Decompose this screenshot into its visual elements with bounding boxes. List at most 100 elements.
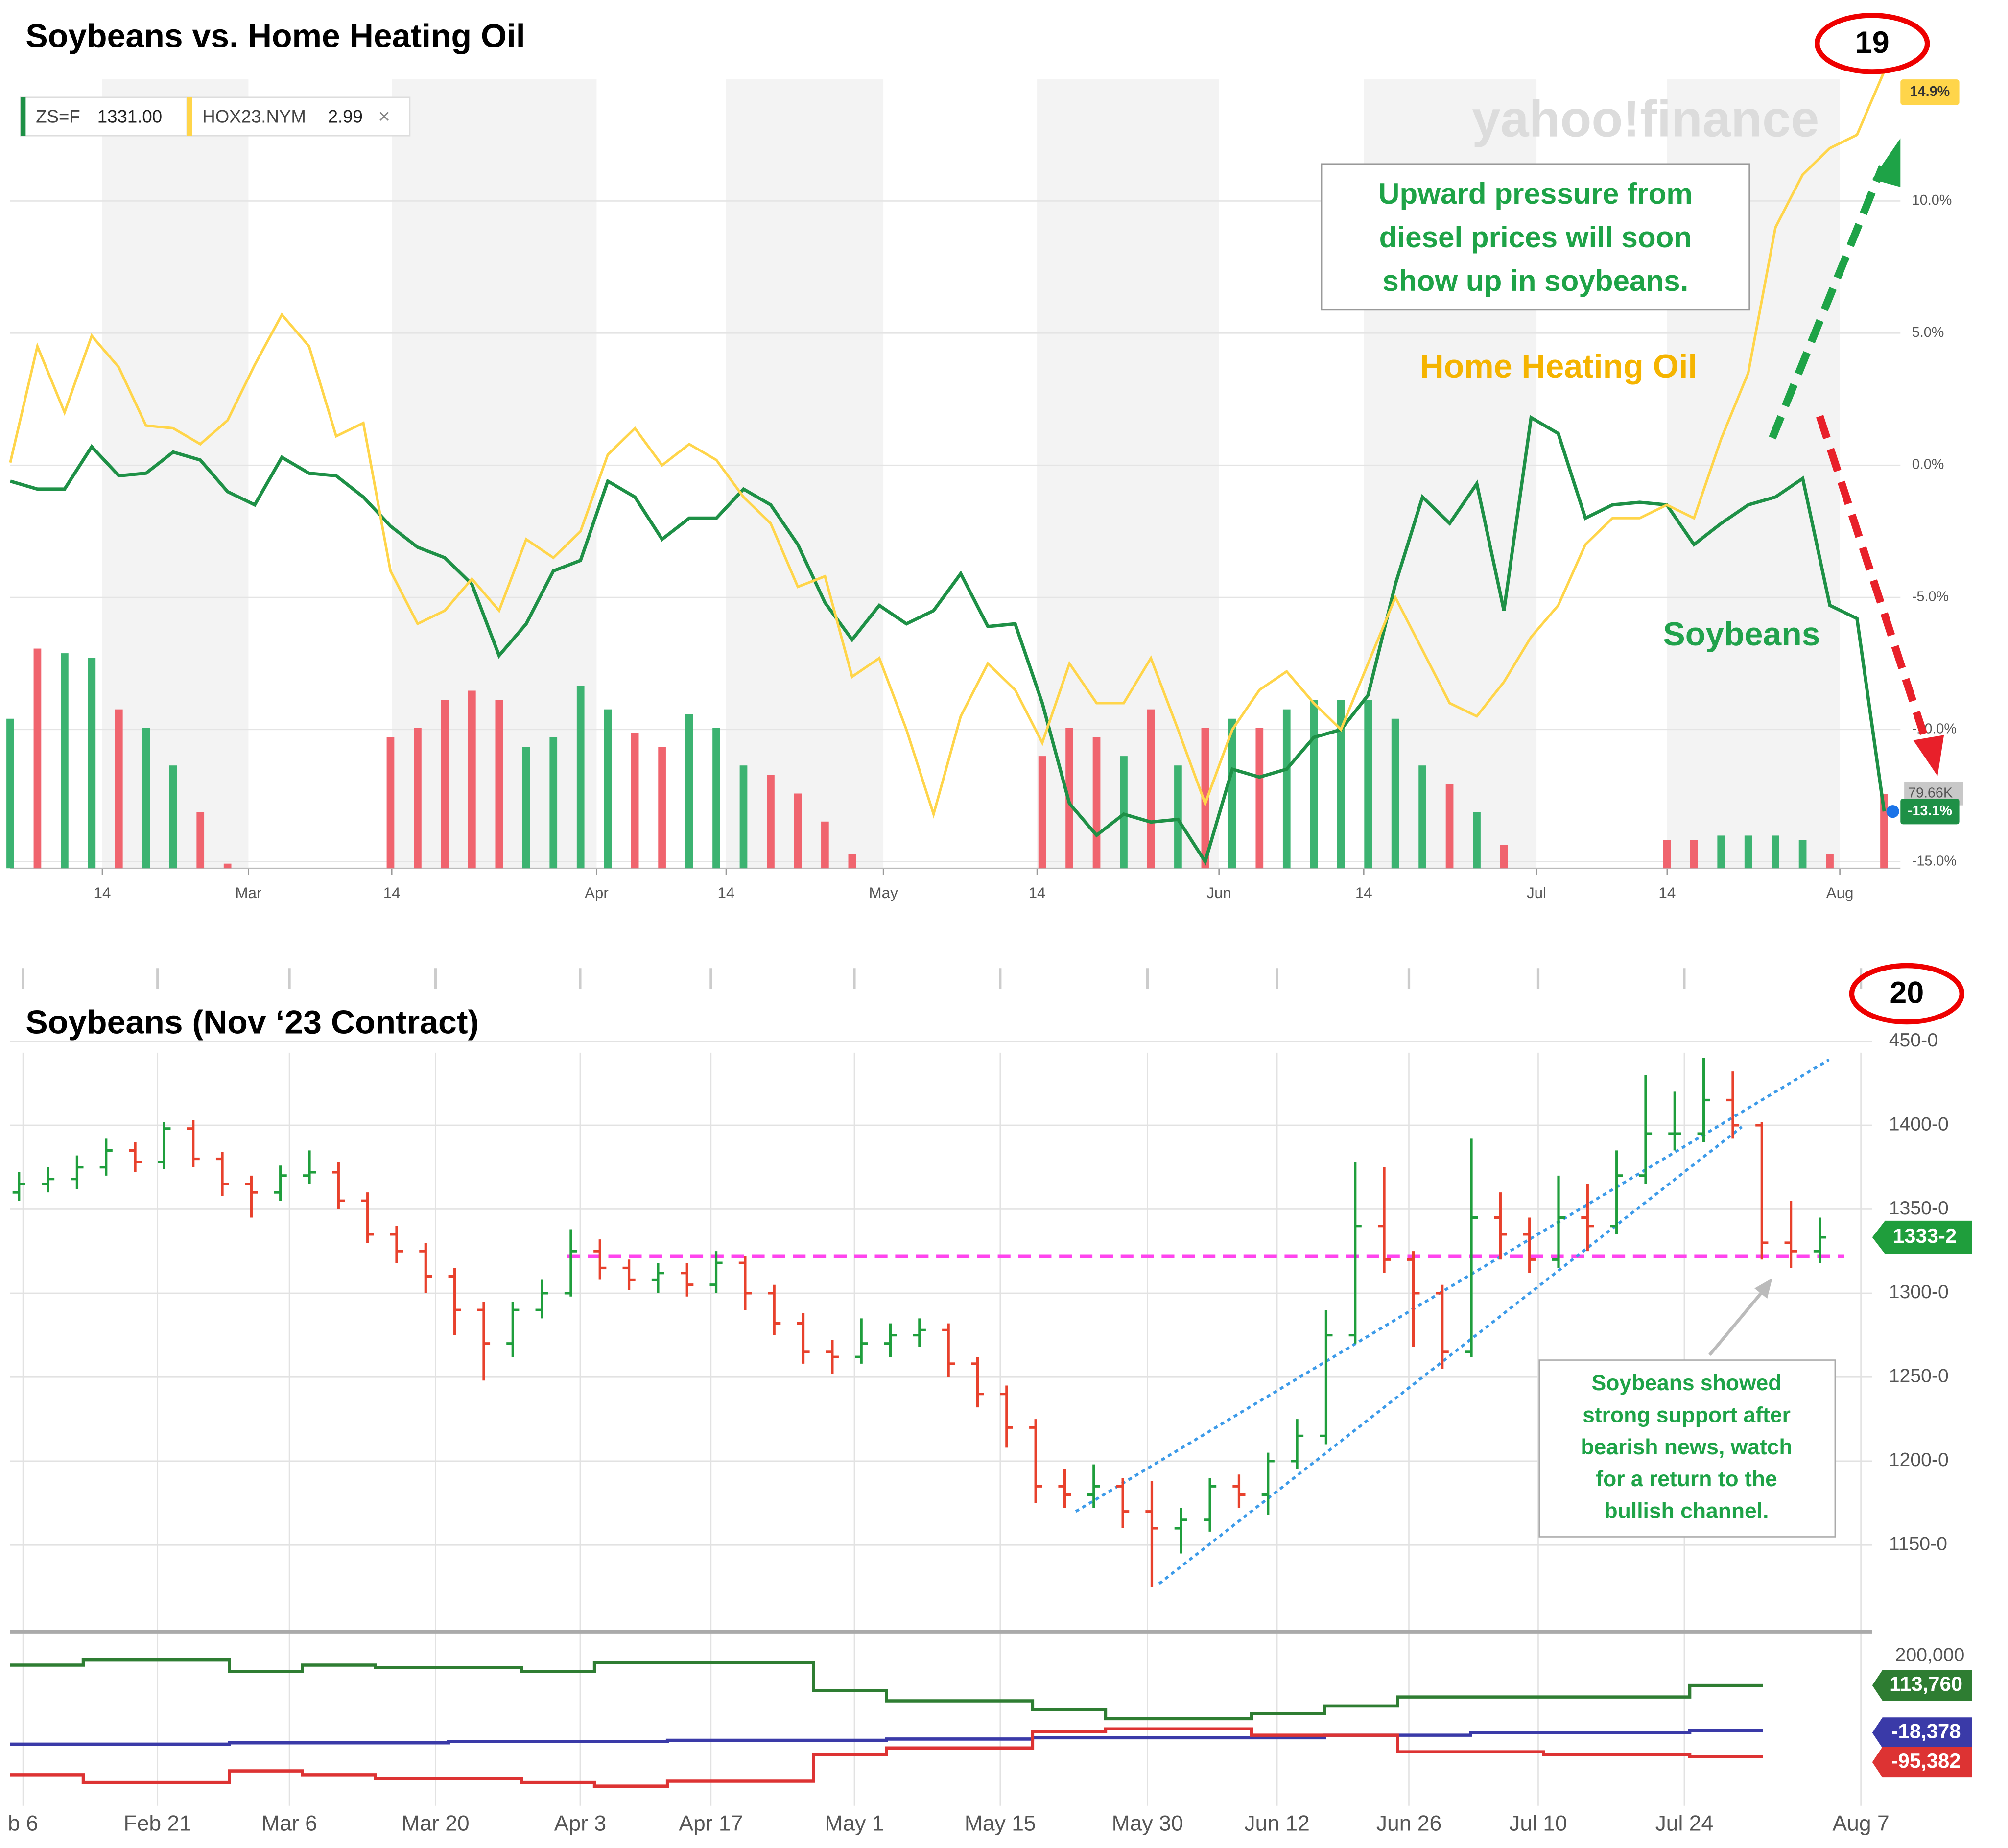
volume-bar: [1201, 728, 1209, 869]
legend-close: ×: [378, 105, 390, 128]
x-tick-label: 14: [1029, 884, 1046, 901]
volume-bar: [1500, 845, 1508, 869]
volume-bar: [739, 765, 748, 869]
volume-bar: [169, 765, 177, 869]
volume-bar: [223, 863, 232, 869]
volume-bar: [1880, 794, 1888, 869]
x-tick-label: May 15: [965, 1812, 1036, 1836]
volume-bar: [1772, 835, 1779, 869]
cot-line: [10, 1658, 1763, 1721]
volume-label: 79.66K: [1908, 785, 1953, 801]
y-tick-label: 1250-0: [1889, 1365, 1949, 1387]
arrow-down: [1816, 415, 1931, 747]
x-tick-label: Jul 10: [1509, 1812, 1567, 1836]
series-line: [9, 71, 1886, 819]
volume-bar: [794, 793, 802, 869]
volume-bar: [1310, 700, 1318, 869]
x-tick-label: 14: [1658, 884, 1676, 901]
x-tick-label: Mar 20: [402, 1812, 469, 1836]
series-label: Soybeans: [1663, 616, 1820, 653]
x-tick-label: 14: [1355, 884, 1372, 901]
badge-ring: [1815, 13, 1930, 74]
period-band: [1037, 79, 1219, 869]
series-line: [10, 415, 1886, 866]
volume-bar: [712, 728, 720, 869]
volume-bar: [1391, 718, 1399, 869]
y-tick-label: 10.0%: [1912, 192, 1952, 208]
x-tick-label: Mar 6: [261, 1812, 317, 1836]
volume-bar: [1663, 840, 1671, 869]
volume-bar: [386, 737, 395, 869]
x-tick-label: Feb 21: [124, 1812, 191, 1836]
cot-flag: [1872, 1717, 1972, 1748]
trend-line: [1158, 1126, 1743, 1585]
volume-bar: [767, 775, 775, 869]
legend-swatch: [187, 97, 192, 136]
y-tick-label: -5.0%: [1912, 589, 1949, 605]
cot-label: 113,760: [1890, 1672, 1962, 1695]
volume-bar: [576, 686, 585, 869]
volume-bar: [1120, 756, 1128, 869]
y-tick-label: 1200-0: [1889, 1449, 1949, 1470]
volume-bar: [88, 658, 96, 869]
volume-bar: [1798, 840, 1807, 869]
annotation-text: Soybeans showed: [1592, 1371, 1782, 1395]
pointer: [1708, 1284, 1769, 1356]
cot-label: -95,382: [1891, 1749, 1961, 1772]
arrow-head: [1872, 138, 1901, 187]
watermark: yahoo!finance: [1472, 91, 1819, 148]
volume-bar: [1445, 784, 1454, 869]
volume-bar: [61, 653, 69, 869]
volume-bar: [1147, 709, 1155, 869]
y-tick-label: 1300-0: [1889, 1281, 1949, 1303]
annotation-text: bearish news, watch: [1581, 1435, 1792, 1459]
pointer-head: [1754, 1278, 1772, 1299]
y-tick-label: 450-0: [1889, 1029, 1938, 1051]
volume-bar: [1364, 700, 1372, 869]
volume-bar: [1282, 709, 1291, 869]
x-tick-label: Jun 26: [1376, 1812, 1441, 1836]
annotation-text: for a return to the: [1596, 1467, 1777, 1491]
volume-bar: [441, 700, 449, 869]
price-flag: [1872, 1220, 1972, 1254]
volume-bar: [414, 728, 422, 869]
legend-ticker: ZS=F: [36, 106, 80, 126]
x-tick-label: Mar: [235, 884, 261, 901]
volume-bar: [115, 709, 123, 869]
volume-bar: [495, 700, 503, 869]
badge: 20: [1890, 976, 1924, 1010]
y-tick-label: 1350-0: [1889, 1197, 1949, 1219]
cot-flag: [1872, 1670, 1972, 1701]
x-tick-label: Jul 24: [1655, 1812, 1714, 1836]
legend-price: 1331.00: [97, 106, 162, 126]
x-tick-label: Aug: [1826, 884, 1854, 901]
chart-title: Soybeans vs. Home Heating Oil: [25, 17, 525, 54]
series-label: Home Heating Oil: [1420, 348, 1698, 385]
price-label: 1333-2: [1893, 1224, 1957, 1247]
arrow-up: [1769, 165, 1886, 440]
legend-box: [186, 96, 411, 137]
volume-bar: [1038, 756, 1046, 869]
x-tick-label: 14: [94, 884, 111, 901]
y-tick-label: 200,000: [1895, 1644, 1965, 1666]
x-tick-label: Apr: [585, 884, 609, 901]
end-dot: [1886, 805, 1899, 818]
y-tick-label: 0.0%: [1912, 457, 1944, 473]
cot-line: [10, 1727, 1763, 1788]
volume-bar: [1717, 835, 1725, 869]
volume-bar: [1092, 737, 1101, 869]
volume-bar: [1690, 840, 1698, 869]
cot-label: -18,378: [1891, 1720, 1961, 1743]
y-tick-label: 5.0%: [1912, 325, 1944, 340]
annotation-text: show up in soybeans.: [1382, 264, 1688, 297]
annotation-text: bullish channel.: [1605, 1499, 1769, 1523]
volume-bar: [1174, 765, 1182, 869]
y-tick-label: -15.0%: [1912, 853, 1957, 869]
layer-marks: -15.0%-10.0%-5.0%0.0%5.0%10.0%14 Mar 14 Apr…: [6, 71, 1972, 1836]
annotation-box: [1321, 163, 1750, 311]
x-tick-label: b 6: [8, 1812, 38, 1836]
legend-swatch: [20, 97, 26, 136]
annotation-text: strong support after: [1583, 1403, 1791, 1427]
x-tick-label: Apr 3: [554, 1812, 606, 1836]
